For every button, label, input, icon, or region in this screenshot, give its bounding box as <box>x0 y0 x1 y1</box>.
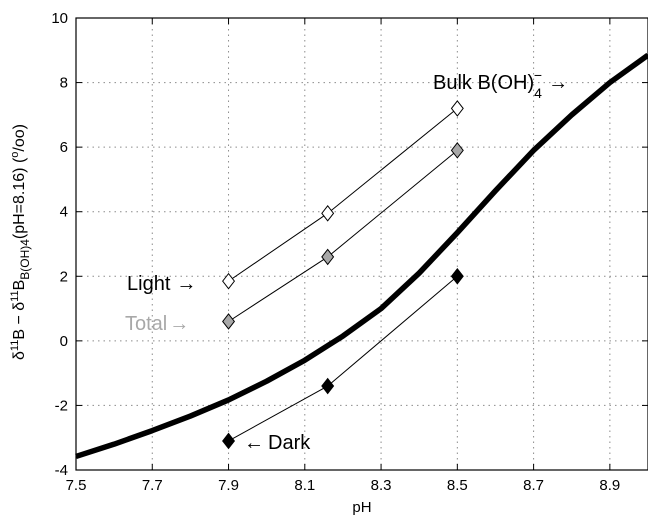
x-tick-label: 7.7 <box>142 477 163 494</box>
series-line-total <box>228 149 458 322</box>
y-tick-labels: -4 -2 0 2 4 6 8 10 <box>51 10 68 479</box>
series-layer <box>75 52 648 460</box>
y-tick-label: -2 <box>55 397 68 414</box>
annotation-dark: ← Dark <box>244 432 311 454</box>
series-line-dark <box>228 275 458 442</box>
x-tick-labels: 7.5 7.7 7.9 8.1 8.3 8.5 8.7 8.9 <box>66 477 621 494</box>
data-point-light <box>450 100 464 117</box>
plot-frame <box>75 17 648 471</box>
series-line-bulk-b-oh-4 <box>75 52 648 460</box>
y-axis-label: δ11B − δ11BB(OH)4(pH=8.16) (o/oo) <box>9 124 32 360</box>
x-tick-label: 8.5 <box>447 477 468 494</box>
x-tick-label: 8.1 <box>294 477 315 494</box>
data-point-light <box>222 272 236 290</box>
x-axis-label: pH <box>352 499 371 516</box>
series-line-light <box>228 108 458 282</box>
y-tick-label: 6 <box>60 139 68 156</box>
annotation-light: Light → <box>127 273 196 295</box>
x-tick-label: 8.3 <box>371 477 392 494</box>
data-point-total <box>450 142 464 159</box>
annotation-bulk: Bulk B(OH)4− → <box>433 67 568 101</box>
data-point-light <box>321 205 335 222</box>
data-point-total <box>321 248 335 266</box>
data-point-dark <box>450 267 464 285</box>
data-point-total <box>222 313 236 330</box>
y-tick-label: 0 <box>60 333 68 350</box>
y-tick-label: 8 <box>60 75 68 92</box>
x-tick-label: 8.7 <box>523 477 544 494</box>
x-tick-label: 8.9 <box>599 477 620 494</box>
y-tick-label: -4 <box>55 462 68 479</box>
x-tick-label: 7.9 <box>218 477 239 494</box>
axis-ticks <box>75 17 648 471</box>
y-tick-label: 10 <box>51 10 68 27</box>
annotation-total: Total → <box>125 313 189 335</box>
y-tick-label: 2 <box>60 268 68 285</box>
x-tick-label: 7.5 <box>66 477 87 494</box>
data-point-dark <box>321 377 335 395</box>
data-point-dark <box>222 432 236 450</box>
y-tick-label: 4 <box>60 204 68 221</box>
